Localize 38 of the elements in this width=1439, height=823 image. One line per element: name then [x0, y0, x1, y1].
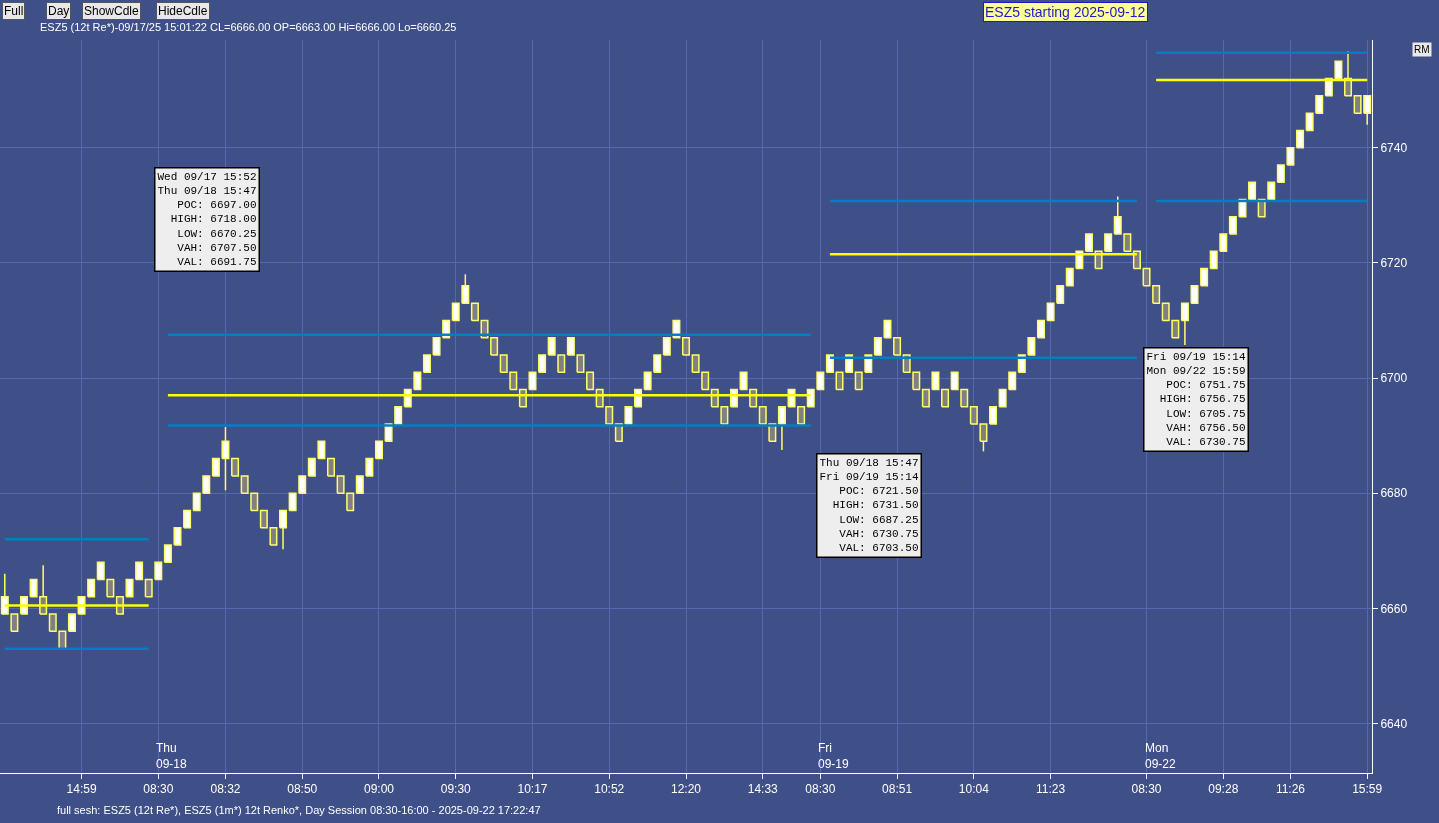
x-tick-label: 15:59 [1352, 782, 1383, 797]
y-tick-label: 6720 [1380, 256, 1408, 271]
y-tick-label: 6660 [1380, 601, 1408, 616]
annotation: Wed 09/17 15:52 Thu 09/18 15:47 POC: 6697.00 HIGH: 6718.00 LOW: 6670.25 VAH: 6707.50 VAL: 6691.75 [157, 170, 257, 269]
x-tick-label: 08:32 [210, 782, 241, 797]
x-tick-label: 08:30 [805, 782, 836, 797]
chart-subtitle: ESZ5 starting 2025-09-12 [985, 4, 1146, 20]
x-tick-label: 10:52 [594, 782, 625, 797]
text: Day [48, 4, 70, 18]
x-tick-label: 11:26 [1275, 782, 1306, 797]
x-tick-label: 10:17 [517, 782, 548, 797]
x-tick-label: 08:30 [143, 782, 174, 797]
text: full sesh: ESZ5 (12t Re*), ESZ5 (1m*) 12t Renko*, Day Session 08:30-16:00 - 2025-09-22 17:22:47 [57, 804, 541, 816]
annotation: Fri 09-19 [818, 741, 850, 771]
annotation: Fri 09/19 15:14 Mon 09/22 15:59 POC: 6751.75 HIGH: 6756.75 LOW: 6705.75 VAH: 6756.50 VAL: 6730.75 [1146, 350, 1246, 449]
text: Full [4, 4, 24, 18]
annotation: Thu 09-18 [156, 741, 188, 771]
x-tick-label: 14:59 [66, 782, 97, 797]
x-tick-label: 08:51 [882, 782, 913, 797]
x-tick-label: 12:20 [670, 782, 702, 797]
x-tick-label: 08:50 [287, 782, 318, 797]
x-tick-label: 09:00 [363, 782, 395, 797]
annotation: Thu 09/18 15:47 Fri 09/19 15:14 POC: 6721.50 HIGH: 6731.50 LOW: 6687.25 VAH: 6730.75 VAL: 6703.50 [819, 456, 919, 555]
x-tick-label: 09:30 [440, 782, 472, 797]
text: RM [1414, 44, 1430, 55]
x-tick-label: 11:23 [1036, 782, 1066, 797]
y-tick-label: 6700 [1380, 371, 1408, 386]
x-tick-label: 14:33 [747, 782, 779, 797]
text: HideCdle [158, 4, 208, 18]
chart-title: ESZ5 (12t Re*)-09/17/25 15:01:22 CL=6666.00 OP=6663.00 Hi=6666.00 Lo=6660.25 [40, 20, 457, 33]
annotation: Mon 09-22 [1145, 741, 1177, 771]
x-tick-label: 10:04 [958, 782, 990, 797]
x-tick-label: 08:30 [1131, 782, 1162, 797]
y-tick-label: 6640 [1380, 716, 1408, 731]
y-tick-label: 6740 [1380, 140, 1408, 155]
x-tick-label: 09:28 [1208, 782, 1239, 797]
y-tick-label: 6680 [1380, 486, 1408, 501]
text: ShowCdle [84, 4, 140, 18]
